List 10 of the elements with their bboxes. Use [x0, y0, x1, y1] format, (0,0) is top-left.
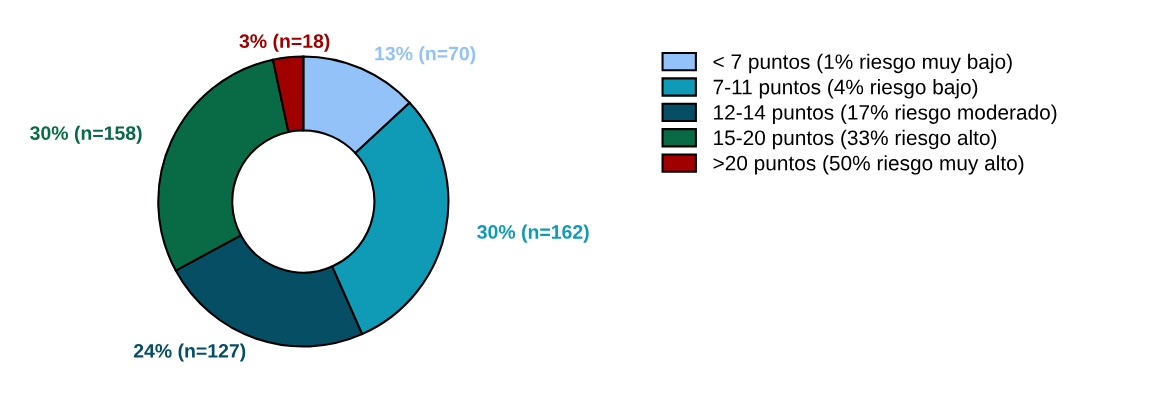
data-label: 30% (n=162) — [477, 224, 589, 243]
legend-label: 12-14 puntos (17% riesgo moderado) — [714, 104, 1057, 124]
legend-label: 7-11 puntos (4% riesgo bajo) — [713, 79, 978, 99]
data-label: 13% (n=70) — [375, 46, 476, 65]
legend-label: 15-20 puntos (33% riesgo alto) — [714, 129, 997, 150]
data-label: 3% (n=18) — [239, 33, 330, 52]
data-label: 24% (n=127) — [133, 343, 246, 362]
legend-label: < 7 puntos (1% riesgo muy bajo) — [713, 53, 1012, 74]
legend-label: >20 puntos (50% riesgo muy alto) — [713, 155, 1024, 175]
data-label: 30% (n=158) — [30, 125, 142, 144]
